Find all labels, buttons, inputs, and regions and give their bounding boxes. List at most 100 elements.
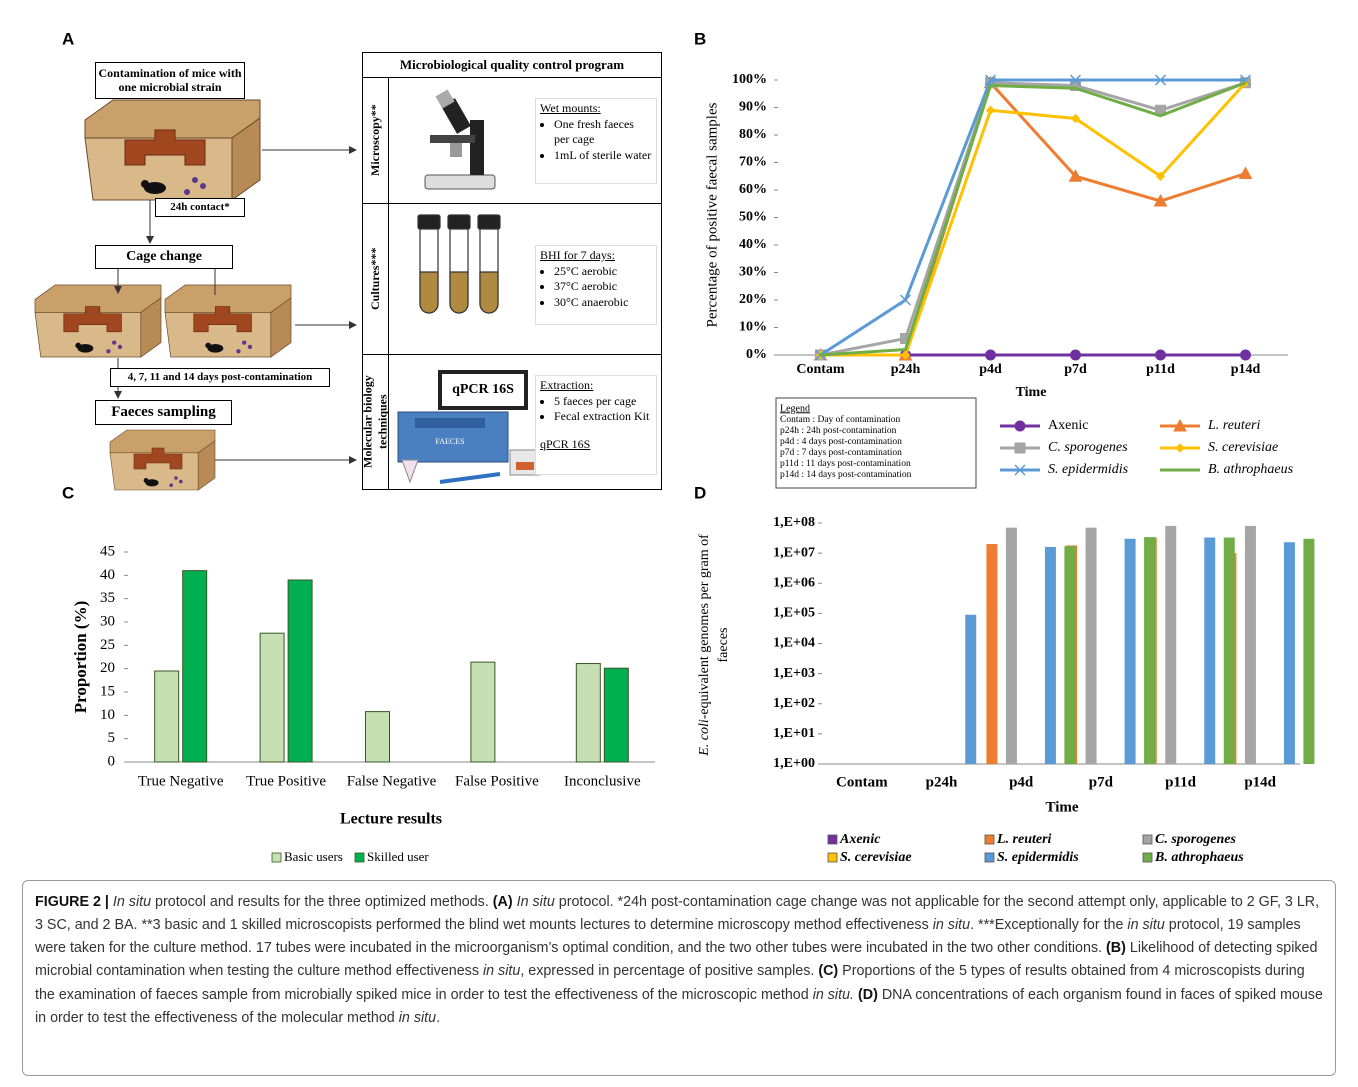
y-tick-label: 1,E+05 — [773, 606, 815, 621]
note: p14d : 14 days post-contamination — [780, 470, 912, 480]
caption-bold: (B) — [1106, 940, 1126, 956]
y-tick-label: 1,E+04 — [773, 636, 815, 651]
caption-italic: in situ — [933, 917, 970, 933]
marker — [1241, 350, 1251, 360]
y-tick-label: 1,E+02 — [773, 696, 815, 711]
sampling-box: Faeces sampling — [95, 400, 232, 425]
chart: 051015202530354045True NegativeTrue Posi… — [71, 543, 655, 864]
marker — [1156, 350, 1166, 360]
chart: 1,E+001,E+011,E+021,E+031,E+041,E+051,E+… — [697, 515, 1314, 865]
caption: FIGURE 2 | In situ protocol and results … — [22, 880, 1336, 1076]
bar — [1006, 528, 1017, 764]
caption-italic: in situ — [483, 963, 520, 979]
x-tick-label: p4d — [979, 362, 1002, 377]
x-tick-label: True Positive — [246, 773, 326, 789]
y-axis-label: Proportion (%) — [71, 601, 90, 714]
bar — [155, 671, 179, 762]
y-tick-label: 1,E+06 — [773, 575, 815, 590]
legend-label: L. reuteri — [1207, 418, 1260, 433]
y-tick-label: 100% — [732, 72, 767, 87]
notes-title: Legend — [780, 403, 810, 414]
marker — [986, 350, 996, 360]
bar — [576, 664, 600, 762]
note-item: 37°C aerobic — [554, 279, 652, 295]
method-note: Extraction: 5 faeces per cageFecal extra… — [535, 375, 657, 475]
bar — [986, 544, 997, 764]
cage-change-box: Cage change — [95, 245, 233, 269]
x-axis-label: Time — [1045, 799, 1078, 815]
x-tick-label: p7d — [1064, 362, 1087, 377]
bar — [1045, 547, 1056, 764]
legend-swatch — [1143, 835, 1152, 844]
panel-letter: C — [62, 483, 74, 502]
caption-text: . ***Exceptionally for the — [970, 917, 1127, 933]
bar — [1125, 539, 1136, 764]
x-axis-label: Time — [1016, 385, 1047, 400]
legend-swatch — [355, 853, 364, 862]
method-note: Wet mounts: One fresh faeces per cage1mL… — [535, 98, 657, 184]
bar — [1204, 538, 1215, 764]
bar — [1064, 546, 1075, 764]
bar — [1165, 526, 1176, 764]
marker — [1015, 443, 1025, 453]
note-item: 25°C aerobic — [554, 264, 652, 280]
y-tick-label: 50% — [739, 210, 767, 225]
marker — [987, 106, 995, 114]
y-tick-label: 35 — [100, 590, 115, 606]
panel-letter: B — [694, 29, 706, 48]
legend-label: C. sporogenes — [1048, 440, 1128, 455]
x-tick-label: p7d — [1089, 774, 1114, 790]
note: p11d : 11 days post-contamination — [780, 459, 911, 469]
x-tick-label: p24h — [891, 362, 921, 377]
y-tick-label: 80% — [739, 127, 767, 142]
caption-italic: in situ. — [813, 987, 854, 1003]
bar — [260, 633, 284, 762]
legend-label: S. cerevisiae — [840, 850, 912, 865]
y-tick-label: 20% — [739, 292, 767, 307]
note-item: One fresh faeces per cage — [554, 117, 652, 148]
method-label: Microscopy** — [363, 78, 388, 203]
y-tick-label: 1,E+00 — [773, 756, 815, 771]
panel-letter: A — [62, 29, 74, 48]
caption-italic: in situ — [1127, 917, 1164, 933]
y-axis-label: E. coli-equivalent genomes per gram of — [697, 534, 712, 757]
bar — [1144, 537, 1155, 764]
note-heading: Extraction: — [540, 378, 652, 394]
y-tick-label: 1,E+03 — [773, 666, 815, 681]
caption-italic: In situ — [517, 894, 555, 910]
y-axis-label-line: faeces — [716, 628, 731, 663]
y-tick-label: 60% — [739, 182, 767, 197]
y-tick-label: 30% — [739, 265, 767, 280]
legend-label: S. epidermidis — [997, 850, 1079, 865]
y-tick-label: 10% — [739, 320, 767, 335]
x-tick-label: p24h — [926, 774, 958, 790]
legend-swatch — [1143, 853, 1152, 862]
legend-label: Basic users — [284, 849, 343, 864]
method-label: Molecular biology techniques — [363, 355, 388, 489]
legend-label: S. epidermidis — [1048, 462, 1129, 477]
note-item: 5 faeces per cage — [554, 394, 652, 410]
y-tick-label: 20 — [100, 660, 115, 676]
bar — [288, 580, 312, 762]
x-tick-label: Contam — [796, 362, 845, 377]
panel-letter: D — [694, 483, 706, 502]
bar — [471, 662, 495, 762]
y-tick-label: 45 — [100, 543, 115, 559]
y-tick-label: 0 — [108, 753, 116, 769]
legend-label: S. cerevisiae — [1208, 440, 1278, 455]
note: Contam : Day of contamination — [780, 414, 901, 425]
note-item: Fecal extraction Kit — [554, 409, 652, 425]
x-tick-label: p14d — [1231, 362, 1261, 377]
marker — [1240, 168, 1252, 179]
legend-label: Axenic — [1048, 418, 1088, 433]
bar — [183, 571, 207, 762]
caption-text: , expressed in percentage of positive sa… — [520, 963, 818, 979]
y-tick-label: 1,E+08 — [773, 515, 815, 530]
marker — [1176, 444, 1184, 452]
caption-bold: (A) — [493, 894, 513, 910]
y-axis-label-part: -equivalent genomes per gram of — [697, 534, 712, 719]
caption-italic: In situ — [113, 894, 151, 910]
y-tick-label: 10 — [100, 707, 115, 723]
program-title: Microbiological quality control program — [362, 52, 662, 78]
legend-swatch — [985, 835, 994, 844]
